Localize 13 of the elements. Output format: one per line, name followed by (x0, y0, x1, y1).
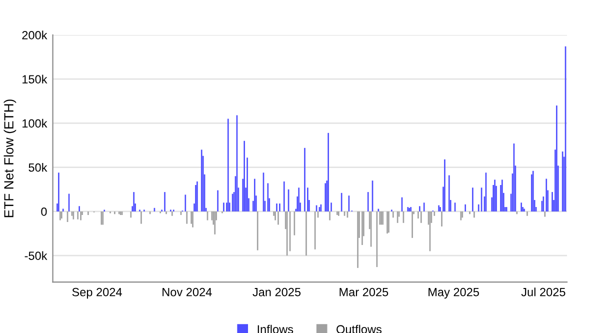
x-tick-label: Jan 2025 (252, 288, 301, 296)
y-tick-label: -50k (24, 251, 48, 260)
x-tick-label: Nov 2024 (162, 288, 212, 296)
y-tick-label: 0 (41, 207, 47, 216)
y-axis-title: ETF Net Flow (ETH) (4, 100, 16, 218)
y-tick-label: 150k (22, 74, 48, 84)
y-tick-label: 50k (28, 163, 48, 172)
x-tick-label: Mar 2025 (340, 288, 388, 296)
y-tick-label: 200k (22, 30, 48, 40)
x-tick-label: Jul 2025 (521, 288, 566, 296)
x-tick-label: May 2025 (428, 288, 479, 299)
x-tick-label: Sep 2024 (72, 288, 122, 299)
y-tick-label: 100k (22, 118, 48, 128)
